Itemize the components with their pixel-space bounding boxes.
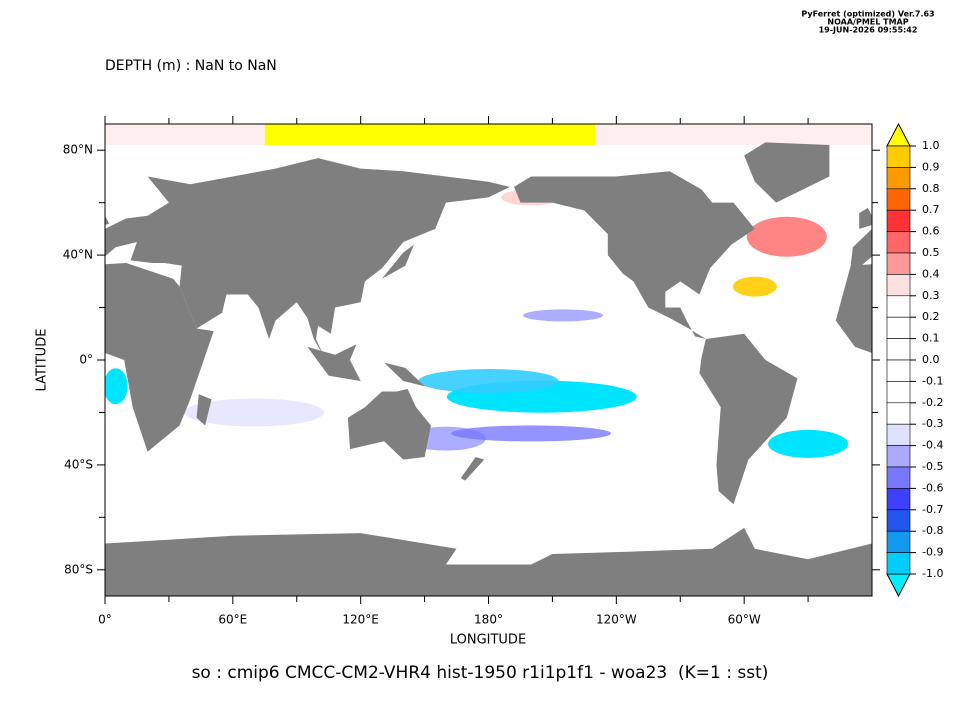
colorbar-band: [886, 145, 911, 168]
colorbar-label: 0.7: [922, 203, 940, 216]
colorbar-label: 0.5: [922, 246, 940, 259]
colorbar-band: [886, 188, 911, 211]
land: [0, 334, 30, 504]
y-tick-label: 40°S: [64, 457, 93, 471]
land: [850, 228, 872, 266]
colorbar-band: [886, 338, 911, 361]
colorbar-label: -0.2: [922, 396, 943, 409]
land: [196, 394, 212, 426]
colorbar-band: [886, 552, 911, 575]
x-axis-label: LONGITUDE: [450, 633, 526, 648]
header-line: 19-JUN-2026 09:55:42: [819, 26, 918, 35]
land: [105, 262, 214, 452]
x-tick-label: 60°E: [218, 613, 247, 627]
land: [384, 362, 425, 387]
colorbar-label: -0.8: [922, 524, 943, 537]
colorbar-band: [886, 402, 911, 425]
x-tick-label: 120°E: [342, 613, 379, 627]
land: [307, 344, 361, 381]
colorbar-label: -0.4: [922, 439, 943, 452]
land: [460, 457, 485, 481]
colorbar-label: 0.6: [922, 225, 940, 238]
land: [105, 215, 110, 225]
colorbar-band: [886, 423, 911, 446]
colorbar-label: 0.9: [922, 160, 940, 173]
colorbar-band: [886, 295, 911, 318]
colorbar-label: 1.0: [922, 139, 940, 152]
colorbar-label: 0.4: [922, 267, 940, 280]
colorbar-band: [886, 209, 911, 232]
land: [105, 158, 510, 358]
anomaly-patch: [184, 398, 325, 427]
colorbar-band: [886, 252, 911, 275]
colorbar-label: 0.8: [922, 182, 940, 195]
y-tick-label: 80°S: [64, 562, 93, 576]
x-tick-label: 0°: [98, 613, 112, 627]
colorbar-label: -1.0: [922, 567, 943, 580]
land: [872, 528, 961, 596]
colorbar-band: [886, 359, 911, 382]
colorbar-label: -0.1: [922, 374, 943, 387]
anomaly-patch: [523, 309, 604, 322]
land: [835, 264, 872, 354]
land: [0, 142, 62, 202]
colorbar-band: [886, 274, 911, 297]
colorbar-label: 0.2: [922, 310, 940, 323]
x-tick-label: 120°W: [596, 613, 637, 627]
map-field: [0, 124, 961, 596]
colorbar-band: [886, 488, 911, 511]
x-tick-label: 60°W: [728, 613, 761, 627]
axes: 0° 60°E 120°E 180° 120°W 60°W 80°N 40°N 0° 40°S 80…: [63, 116, 880, 627]
colorbar-label: 0.1: [922, 332, 940, 345]
colorbar-label: -0.3: [922, 417, 943, 430]
colorbar-label: -0.9: [922, 546, 943, 559]
colorbar-label: 0.0: [922, 353, 940, 366]
colorbar-band: [886, 316, 911, 339]
anomaly-patch: [746, 216, 827, 257]
colorbar: 1.0 0.9 0.8 0.7 0.6 0.5 0.4 0.3 0.2 0.1 0.0 -0.1 -0.…: [886, 122, 943, 598]
arctic-ice: [264, 124, 596, 145]
land: [699, 333, 798, 505]
footer-label: so : cmip6 CMCC-CM2-VHR4 hist-1950 r1i1p…: [192, 663, 769, 683]
colorbar-label: -0.5: [922, 460, 943, 473]
header-line: PyFerret (optimized) Ver.7.63: [801, 10, 934, 19]
colorbar-band: [886, 509, 911, 532]
land: [514, 171, 755, 340]
colorbar-band: [886, 466, 911, 489]
y-tick-label: 80°N: [63, 143, 93, 157]
plot-title: DEPTH (m) : NaN to NaN: [105, 58, 277, 74]
anomaly-patch: [451, 425, 612, 442]
colorbar-band: [886, 530, 911, 553]
colorbar-band: [886, 231, 911, 254]
land: [105, 527, 872, 596]
land: [744, 142, 830, 203]
colorbar-band: [886, 167, 911, 190]
anomaly-patch: [732, 276, 777, 297]
colorbar-under: [886, 573, 911, 598]
anomaly-patch: [768, 429, 849, 458]
colorbar-band: [886, 381, 911, 404]
colorbar-label: -0.6: [922, 481, 943, 494]
colorbar-label: 0.3: [922, 289, 940, 302]
colorbar-label: -0.7: [922, 503, 943, 516]
anomaly-patch: [105, 368, 128, 405]
land: [859, 207, 872, 229]
y-tick-label: 0°: [79, 353, 93, 367]
y-axis-label: LATITUDE: [35, 329, 50, 392]
anomaly-patch: [418, 368, 559, 393]
colorbar-over: [886, 122, 911, 147]
header-line: NOAA/PMEL TMAP: [827, 18, 908, 27]
colorbar-band: [886, 445, 911, 468]
land: [347, 388, 431, 460]
y-tick-label: 40°N: [63, 248, 93, 262]
x-tick-label: 180°: [474, 613, 503, 627]
land: [381, 244, 414, 279]
